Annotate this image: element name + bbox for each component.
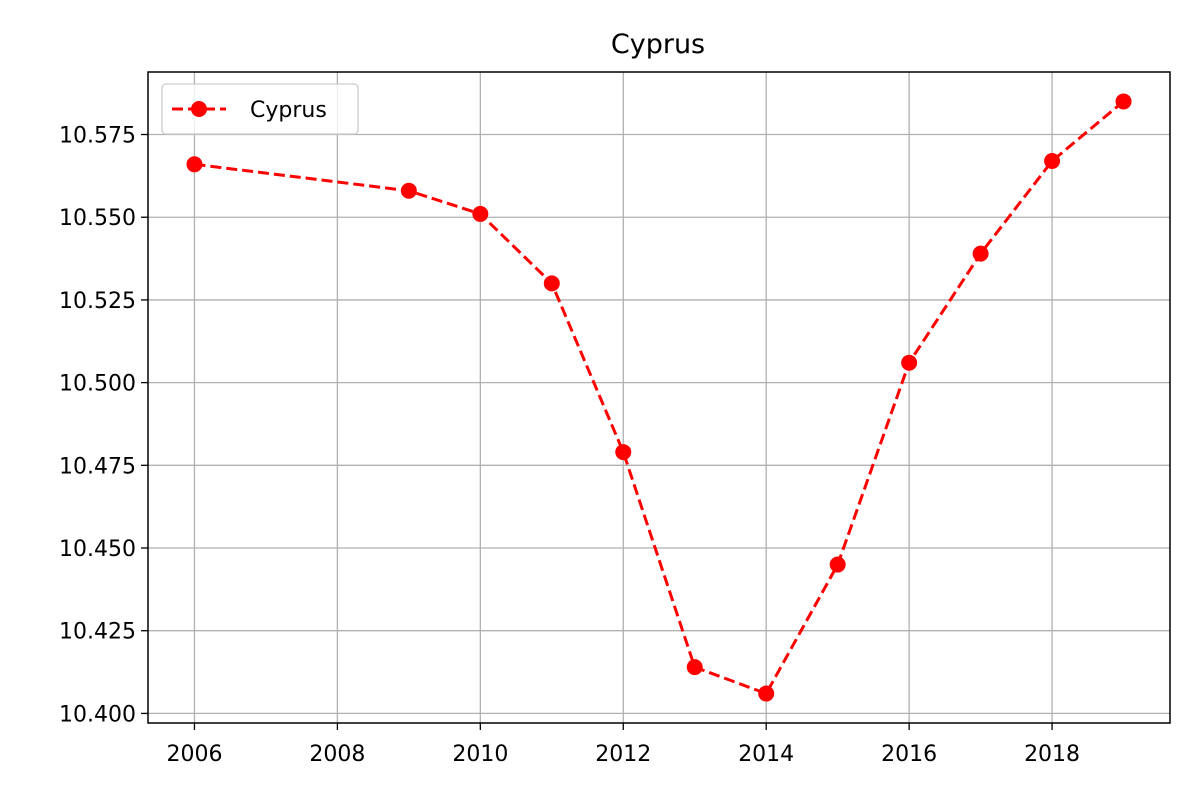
y-tick-label: 10.500	[59, 372, 136, 397]
legend-marker-swatch	[191, 101, 207, 117]
legend-box	[161, 83, 359, 135]
chart-title: Cyprus	[611, 29, 705, 60]
x-tick-label: 2016	[881, 742, 937, 767]
y-tick-label: 10.425	[59, 620, 136, 645]
data-point	[1115, 93, 1132, 110]
x-tick-label: 2008	[309, 742, 365, 767]
data-point	[615, 444, 632, 461]
legend-label: Cyprus	[250, 98, 327, 123]
y-tick-label: 10.575	[59, 124, 136, 149]
data-point	[901, 354, 918, 371]
series-line	[194, 100, 1125, 696]
x-tick-label: 2010	[452, 742, 508, 767]
y-tick-label: 10.525	[59, 289, 136, 314]
data-point	[472, 205, 489, 222]
data-point	[829, 556, 846, 573]
x-tick-label: 2012	[595, 742, 651, 767]
legend: Cyprus	[161, 83, 359, 135]
data-point	[972, 245, 989, 262]
x-tick-label: 2018	[1024, 742, 1080, 767]
y-tick-label: 10.400	[59, 702, 136, 727]
axes-frame	[147, 71, 1171, 724]
data-point	[543, 275, 560, 292]
grid-lines	[148, 72, 1170, 723]
series-layer	[186, 93, 1132, 702]
x-tick-label: 2014	[738, 742, 794, 767]
data-point	[186, 156, 203, 173]
x-tick-label: 2006	[166, 742, 222, 767]
y-tick-label: 10.550	[59, 206, 136, 231]
y-tick-label: 10.450	[59, 537, 136, 562]
data-point	[686, 659, 703, 676]
data-point	[1044, 152, 1061, 169]
axis-ticks: 2006 2008 2010 2012 2014 2016 2018 10.400 10.425…	[59, 124, 1080, 767]
data-point	[400, 182, 417, 199]
y-tick-label: 10.475	[59, 454, 136, 479]
data-point	[758, 685, 775, 702]
